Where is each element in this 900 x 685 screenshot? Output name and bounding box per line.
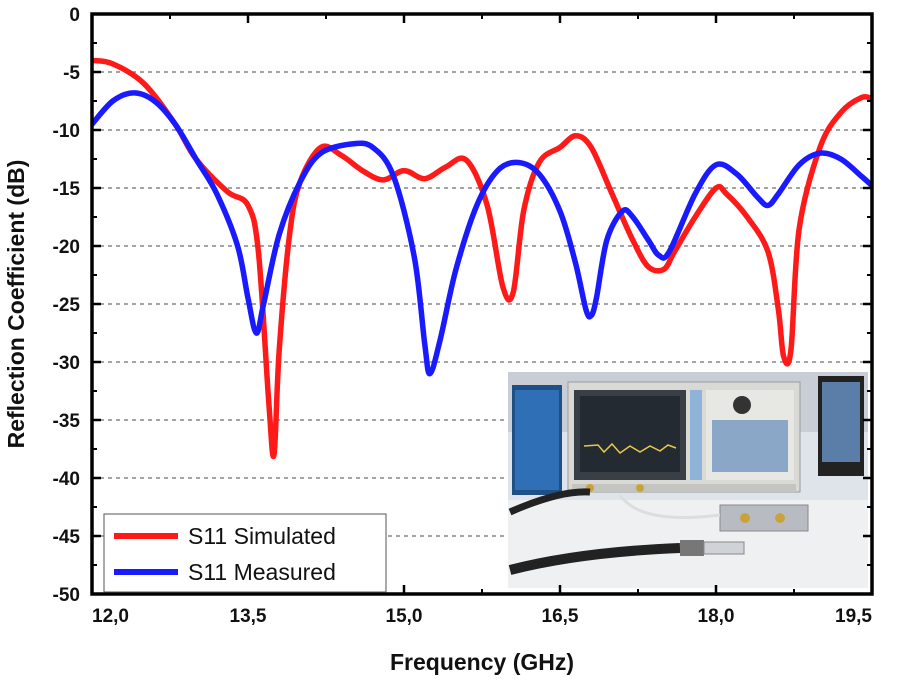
- y-tick-label: -35: [53, 411, 81, 432]
- y-tick-label: -45: [53, 527, 81, 548]
- series-lines: [92, 57, 872, 460]
- axes: 0 -5 -10 -15 -20 -25 -30 -35 -40 -45 -50 12,0 13,5 15…: [53, 5, 874, 627]
- x-tick-label: 15,0: [386, 606, 423, 627]
- plot-frame: [90, 12, 874, 596]
- series-line-s11-measured: [92, 90, 872, 377]
- x-tick-label: 12,0: [92, 606, 129, 627]
- y-axis-title: Reflection Coefficient (dB): [3, 160, 29, 449]
- measurement-setup-photo: [508, 372, 868, 588]
- y-tick-label: 0: [69, 5, 80, 26]
- legend-box: [103, 513, 387, 593]
- legend-label-s11-simulated: S11 Simulated: [188, 523, 336, 549]
- x-tick-label: 19,5: [835, 606, 872, 627]
- y-tick-label: -25: [53, 295, 81, 316]
- y-tick-label: -30: [53, 353, 80, 374]
- legend-label-s11-measured: S11 Measured: [188, 559, 336, 585]
- y-tick-label: -5: [63, 63, 80, 84]
- legend: S11 Simulated S11 Measured: [103, 513, 387, 593]
- series-line-s11-simulated: [92, 57, 872, 460]
- y-tick-label: -50: [53, 585, 80, 606]
- x-tick-label: 13,5: [230, 606, 267, 627]
- y-tick-label: -40: [53, 469, 80, 490]
- y-tick-label: -15: [53, 179, 81, 200]
- y-tick-label: -10: [53, 121, 80, 142]
- x-tick-label: 18,0: [698, 606, 735, 627]
- y-tick-label: -20: [53, 237, 80, 258]
- x-axis-title: Frequency (GHz): [390, 649, 574, 675]
- x-tick-label: 16,5: [542, 606, 579, 627]
